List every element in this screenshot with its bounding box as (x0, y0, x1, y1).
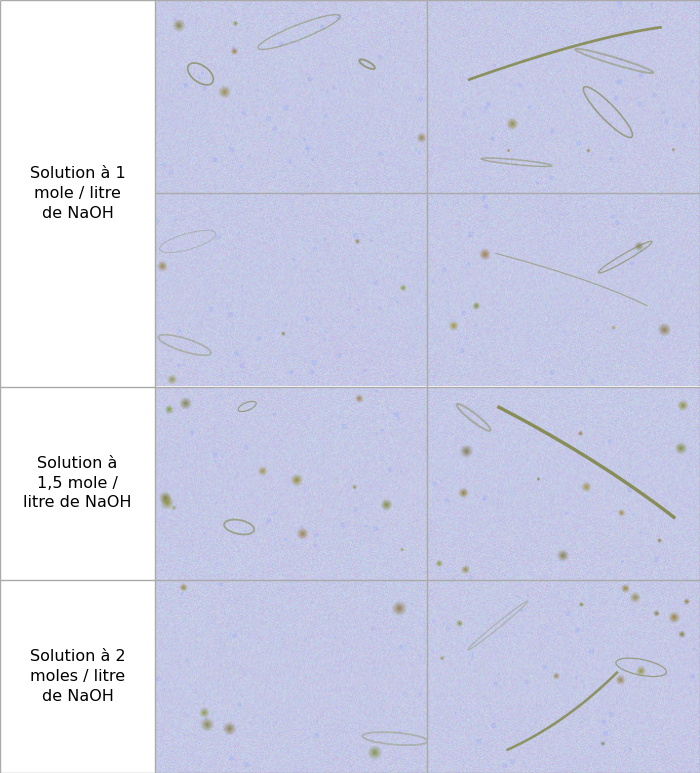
Text: Solution à 2
moles / litre
de NaOH: Solution à 2 moles / litre de NaOH (29, 649, 125, 703)
Bar (0, 0, 155, 773)
Text: Solution à 1
mole / litre
de NaOH: Solution à 1 mole / litre de NaOH (29, 166, 125, 220)
Text: Solution à
1,5 mole /
litre de NaOH: Solution à 1,5 mole / litre de NaOH (23, 456, 132, 510)
